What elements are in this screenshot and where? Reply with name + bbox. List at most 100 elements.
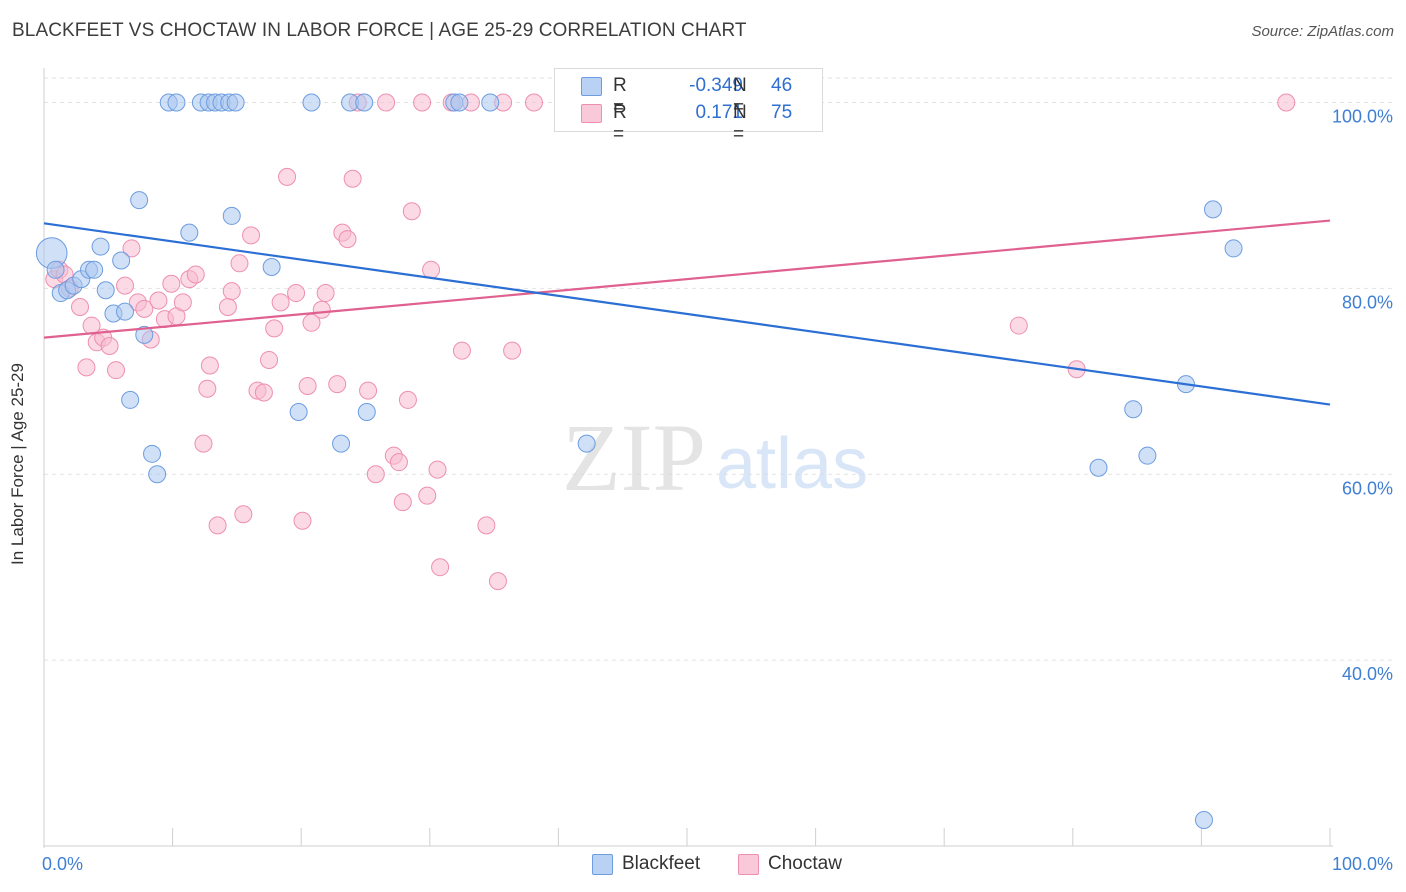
- blackfeet-point: [1224, 239, 1243, 258]
- choctaw-point: [186, 265, 205, 284]
- choctaw-point: [477, 516, 496, 535]
- legend-swatch-choctaw: [581, 104, 602, 123]
- blackfeet-point: [1089, 458, 1108, 477]
- choctaw-point: [377, 93, 396, 112]
- bottom-legend-swatch-choctaw: [738, 854, 759, 875]
- blackfeet-trend-line: [43, 222, 1331, 406]
- legend-r-key: R =: [613, 75, 627, 118]
- choctaw-point: [71, 297, 90, 316]
- choctaw-point: [278, 167, 297, 186]
- choctaw-point: [194, 434, 213, 453]
- bottom-legend-label-blackfeet: Blackfeet: [622, 853, 701, 874]
- choctaw-point: [230, 254, 249, 273]
- correlation-legend: R = -0.349 N = 46 R = 0.171 N = 75: [554, 68, 823, 145]
- choctaw-point: [389, 453, 408, 472]
- blackfeet-point: [332, 434, 351, 453]
- watermark: ZIP atlas: [562, 404, 868, 511]
- trend-lines: [43, 219, 1331, 406]
- choctaw-point: [135, 299, 154, 318]
- choctaw-point: [208, 516, 227, 535]
- choctaw-point: [316, 284, 335, 303]
- blackfeet-point: [85, 260, 104, 279]
- choctaw-point: [242, 226, 261, 245]
- blackfeet-point: [302, 93, 321, 112]
- blackfeet-point: [355, 93, 374, 112]
- choctaw-point: [293, 511, 312, 530]
- blackfeet-point: [357, 402, 376, 421]
- series-blackfeet: [35, 93, 1243, 829]
- blackfeet-point: [1124, 400, 1143, 419]
- gridlines: [44, 77, 1393, 661]
- y-axis-title: In Labor Force | Age 25-29: [8, 363, 27, 565]
- blackfeet-point: [96, 281, 115, 300]
- choctaw-point: [77, 358, 96, 377]
- x-tick-label-min: 0.0%: [42, 854, 83, 874]
- choctaw-point: [254, 383, 273, 402]
- choctaw-point: [222, 282, 241, 301]
- choctaw-point: [312, 300, 331, 319]
- choctaw-point: [393, 493, 412, 512]
- blackfeet-point: [148, 465, 167, 484]
- choctaw-point: [122, 239, 141, 258]
- blackfeet-point: [1138, 446, 1157, 465]
- y-tick-label: 100.0%: [1332, 107, 1393, 127]
- y-tick-label: 40.0%: [1342, 664, 1393, 684]
- choctaw-point: [198, 379, 217, 398]
- source-credit: Source: ZipAtlas.com: [1251, 23, 1394, 40]
- chart-title: BLACKFEET VS CHOCTAW IN LABOR FORCE | AG…: [12, 20, 747, 41]
- legend-r-value-choctaw: 0.171: [695, 102, 743, 123]
- choctaw-point: [343, 169, 362, 188]
- legend-n-key: N =: [733, 75, 747, 118]
- blackfeet-point: [481, 93, 500, 112]
- blackfeet-point: [262, 258, 281, 277]
- y-tick-label: 80.0%: [1342, 292, 1393, 312]
- choctaw-point: [428, 460, 447, 479]
- choctaw-point: [328, 375, 347, 394]
- choctaw-point: [116, 276, 135, 295]
- choctaw-point: [503, 341, 522, 360]
- choctaw-point: [298, 376, 317, 395]
- choctaw-point: [218, 297, 237, 316]
- choctaw-point: [359, 381, 378, 400]
- choctaw-point: [422, 260, 441, 279]
- choctaw-point: [1277, 93, 1296, 112]
- series-choctaw: [45, 93, 1296, 591]
- watermark-zip: ZIP: [562, 404, 706, 511]
- choctaw-point: [234, 505, 253, 524]
- legend-n-key: N =: [733, 102, 747, 145]
- blackfeet-point: [112, 251, 131, 270]
- choctaw-point: [452, 341, 471, 360]
- choctaw-point: [100, 337, 119, 356]
- blackfeet-point: [1194, 810, 1213, 829]
- tick-labels: 40.0% 60.0% 80.0% 100.0% 0.0% 100.0%: [42, 107, 1393, 874]
- blackfeet-point: [91, 237, 110, 256]
- choctaw-point: [398, 390, 417, 409]
- blackfeet-point: [450, 93, 469, 112]
- choctaw-point: [366, 465, 385, 484]
- choctaw-point: [1009, 316, 1028, 335]
- blackfeet-point: [289, 402, 308, 421]
- legend-swatch-blackfeet: [581, 77, 602, 96]
- legend-r-key: R =: [613, 102, 627, 145]
- bottom-legend-swatch-blackfeet: [592, 854, 613, 875]
- choctaw-point: [107, 361, 126, 380]
- blackfeet-point: [222, 206, 241, 225]
- blackfeet-point: [121, 390, 140, 409]
- blackfeet-point: [577, 434, 596, 453]
- blackfeet-point: [167, 93, 186, 112]
- choctaw-point: [162, 274, 181, 293]
- watermark-atlas: atlas: [716, 424, 868, 504]
- choctaw-point: [488, 572, 507, 591]
- axes: [43, 68, 1333, 848]
- choctaw-point: [173, 293, 192, 312]
- blackfeet-point: [143, 444, 162, 463]
- choctaw-point: [413, 93, 432, 112]
- choctaw-point: [265, 319, 284, 338]
- blackfeet-point: [135, 325, 154, 344]
- blackfeet-point: [130, 191, 149, 210]
- choctaw-point: [260, 350, 279, 369]
- choctaw-point: [149, 291, 168, 310]
- choctaw-point: [200, 356, 219, 375]
- choctaw-point: [338, 230, 357, 249]
